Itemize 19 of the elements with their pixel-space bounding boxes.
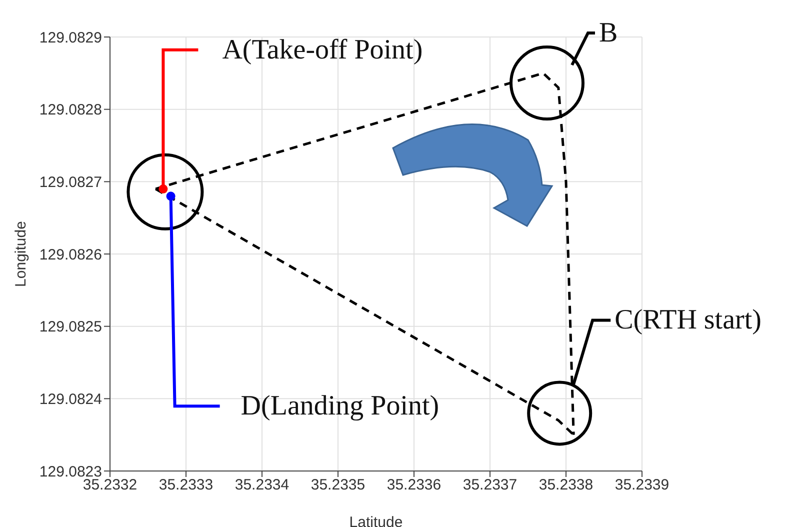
annotation: C(RTH start): [614, 304, 762, 336]
y-axis-title: Longitude: [12, 221, 30, 287]
y-tick-label: 129.0829: [39, 29, 102, 46]
x-tick-label: 35.2338: [538, 476, 594, 494]
x-tick-label: 35.2336: [386, 476, 442, 494]
x-tick-label: 35.2339: [614, 476, 670, 494]
y-tick-label: 129.0826: [39, 246, 102, 264]
y-tick-label: 129.0825: [39, 318, 102, 336]
annotation: A(Take-off Point): [222, 34, 423, 66]
x-axis-title: Latitude: [349, 514, 403, 527]
annotation: B: [599, 18, 618, 48]
x-tick-label: 35.2333: [158, 476, 214, 494]
y-tick-label: 129.0824: [39, 390, 102, 408]
x-tick-label: 35.2334: [234, 476, 290, 494]
annotation: D(Landing Point): [240, 390, 440, 422]
y-tick-label: 129.0827: [39, 174, 102, 191]
x-tick-label: 35.2335: [310, 476, 366, 494]
y-tick-label: 129.0828: [39, 102, 102, 119]
x-tick-label: 35.2337: [462, 476, 518, 494]
